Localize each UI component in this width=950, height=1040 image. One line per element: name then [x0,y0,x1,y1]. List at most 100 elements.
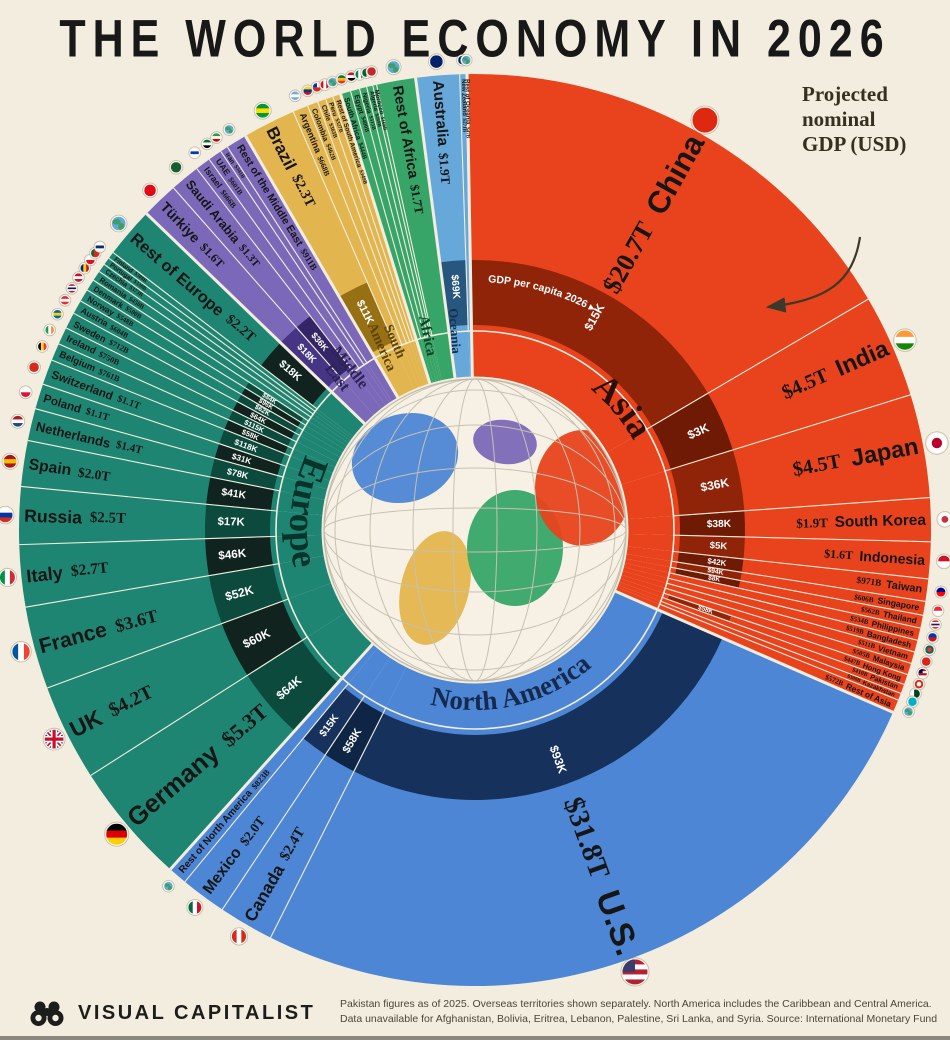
flag-icon-India [893,328,917,352]
pc-chip-Germany [247,640,338,731]
per-capita-Japan: $36K [699,475,730,494]
separator [25,563,279,608]
wedge-Romania [93,271,352,448]
flag-icon-Türkiye [142,182,158,199]
flag-icon-UAE [200,137,214,151]
per-capita-Spain: $41K [221,487,248,502]
separator [221,695,366,910]
separator [465,74,474,379]
country-label-Indonesia: $1.6T Indonesia [824,545,926,568]
separator [86,289,307,426]
pc-chip-Mexico [303,688,362,755]
flag-icon-France [10,641,32,663]
separator [80,300,304,431]
wedge-Nigeria [359,87,440,385]
separator [372,85,431,337]
flag-icon-Rest of South America [326,75,339,89]
footnote-line-2: Data unavailable for Afghanistan, Bolivi… [340,1012,938,1025]
flag-icon-Morocco [365,65,378,78]
wedge-Chile [317,99,426,390]
wedge-Portugal [104,258,355,443]
per-capita-Hong Kong: $58K [697,604,714,616]
flag-icon-Ireland [43,323,56,337]
separator [307,105,403,346]
flag-icon-Rest of Africa [385,59,402,76]
flag-icon-UK [42,727,66,751]
flag-icon-Vietnam [919,655,933,668]
wedge-Rest of Asia [612,585,899,713]
pc-chip-Hong Kong [668,595,731,621]
pc-chip-Saudi Arabia [296,316,350,376]
separator [673,534,931,543]
wedge-Egypt [350,88,438,386]
wedge-U.S. [270,589,893,986]
flag-icon-Sweden [51,307,64,321]
flag-icon-Rest of Asia [902,705,915,718]
separator [196,168,355,373]
flag-icon-Switzerland [27,360,41,375]
separator [667,577,918,641]
wedge-Rest of Africa [376,77,456,384]
per-capita-South Korea: $38K [707,519,732,531]
pc-chip-Belgium [224,420,288,454]
separator [646,298,869,430]
flag-icon-Germany [104,821,130,847]
flag-icon-Poland [18,385,33,400]
country-label-Australia: Australia $1.9T [429,80,455,185]
separator [325,98,411,343]
separator [414,77,457,380]
flag-icon-Philippines [926,631,939,644]
per-capita-Thailand: $8K [707,574,721,583]
flag-icon-Taiwan [934,585,948,599]
separator [42,383,287,467]
wedge-Malaysia [617,573,912,675]
wedge-Rest of the Middle East [227,135,400,405]
per-capita-Russia: $17K [217,516,245,529]
country-label-Spain: Spain $2.0T [28,456,112,485]
flag-icon-Belgium [36,340,49,353]
separator [145,212,367,426]
pc-chip-Netherlands [210,458,278,490]
flag-icon-Israel [188,146,201,159]
pc-chip-Ireland [228,410,292,446]
country-label-Russia: Russia $2.5T [24,506,126,529]
flag-icon-South Africa [335,73,348,86]
separator [244,135,400,400]
wedge-Pakistan [615,580,905,694]
annotation-projected-gdp: Projected nominal GDP (USD) [802,82,907,157]
flag-icon-U.S. [620,957,650,987]
separator [270,707,387,938]
separator [51,359,291,457]
separator [670,566,924,616]
flag-icon-Colombia [301,84,314,98]
pc-chip-Canada [325,700,383,772]
separator [21,485,277,512]
separator [90,636,308,776]
flag-icon-Iran [210,131,223,144]
per-capita-Netherlands: $78K [226,466,250,481]
wedge-Bangladesh [619,566,918,652]
separator [169,642,375,871]
country-label-Peru: Peru $327B [328,101,345,134]
pc-chip-China [470,260,708,426]
flag-icon-Romania [78,261,91,275]
pc-chip-India [652,393,733,469]
wedge-UAE [209,151,392,409]
pc-chip-Switzerland [219,429,285,465]
flag-icon-Rest of Europe [109,214,128,233]
pc-chip-Russia [205,504,271,539]
per-capita-Taiwan: $42K [707,556,727,567]
flag-icon-Japan [925,431,949,455]
pc-chip-Italy [205,537,273,576]
separator [208,159,360,369]
wedge-Philippines [620,562,921,641]
flag-icon-Mexico [186,898,204,916]
wedge-Kazakhstan [614,583,901,701]
separator [366,86,429,337]
wedge-Colombia [307,101,424,391]
country-label-Algeria: Algeria $269B [368,90,383,128]
wedge-Vietnam [618,570,915,664]
separator [173,187,344,382]
pc-chip-Türkiye [280,327,340,388]
pc-chip-Brazil [339,282,393,353]
